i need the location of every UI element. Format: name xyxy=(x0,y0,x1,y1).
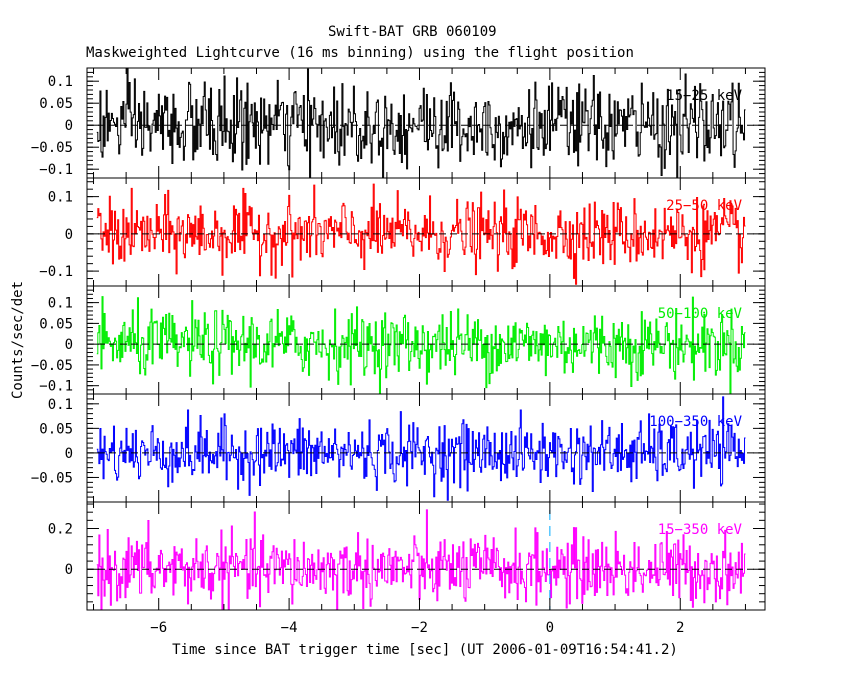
y-tick-label-3: 0.05 xyxy=(39,421,73,437)
panel-frame-4 xyxy=(86,501,766,611)
x-axis-label: Time since BAT trigger time [sec] (UT 20… xyxy=(172,642,678,658)
y-tick-label-0: 0.05 xyxy=(39,96,73,112)
x-tick-label: −2 xyxy=(411,620,428,636)
y-axis-label: Counts/sec/det xyxy=(10,281,26,399)
chart-subtitle: Maskweighted Lightcurve (16 ms binning) … xyxy=(86,45,634,61)
y-tick-label-4: 0.2 xyxy=(48,521,73,537)
y-tick-label-4: 0 xyxy=(65,562,73,578)
y-tick-label-0: −0.05 xyxy=(31,140,73,156)
y-tick-label-2: −0.05 xyxy=(31,358,73,374)
y-tick-label-1: 0 xyxy=(65,227,73,243)
x-tick-label: 2 xyxy=(676,620,684,636)
band-label-3: 100−350 keV xyxy=(649,414,742,430)
y-tick-label-0: 0.1 xyxy=(48,74,73,90)
y-tick-label-0: 0 xyxy=(65,118,73,134)
lightcurve-series-4 xyxy=(96,509,746,610)
y-tick-label-1: −0.1 xyxy=(39,264,73,280)
band-label-2: 50−100 keV xyxy=(658,306,743,322)
lightcurve-series-2 xyxy=(96,296,746,394)
x-tick-label: −4 xyxy=(281,620,298,636)
lightcurve-series-1 xyxy=(96,183,746,285)
y-tick-label-0: −0.1 xyxy=(39,162,73,178)
y-tick-label-2: 0 xyxy=(65,337,73,353)
y-tick-label-1: 0.1 xyxy=(48,190,73,206)
lightcurve-series-3 xyxy=(96,396,746,501)
band-label-1: 25−50 keV xyxy=(666,198,742,214)
chart-title: Swift-BAT GRB 060109 xyxy=(328,24,497,40)
lightcurve-series-0 xyxy=(96,68,746,178)
y-tick-label-3: −0.05 xyxy=(31,470,73,486)
y-tick-label-3: 0 xyxy=(65,446,73,462)
panels-group: 0.1 0.05 0 −0.05 −0.1 15−25 keV 0.1 0 −0.1 25−50 … xyxy=(31,67,766,636)
y-tick-label-2: 0.1 xyxy=(48,296,73,312)
y-tick-label-3: 0.1 xyxy=(48,397,73,413)
y-tick-label-2: −0.1 xyxy=(39,379,73,395)
y-tick-label-2: 0.05 xyxy=(39,316,73,332)
x-tick-label: −6 xyxy=(150,620,167,636)
band-label-4: 15−350 keV xyxy=(658,522,743,538)
band-label-0: 15−25 keV xyxy=(666,88,742,104)
x-tick-label: 0 xyxy=(546,620,554,636)
